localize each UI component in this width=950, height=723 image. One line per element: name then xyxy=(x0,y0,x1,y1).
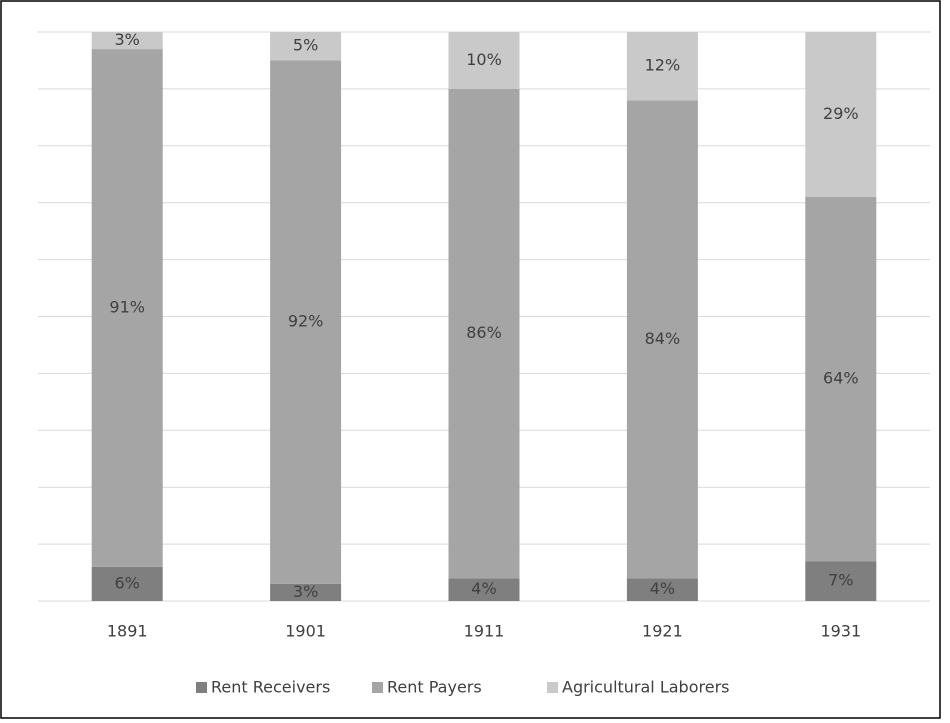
legend-swatch xyxy=(196,682,207,693)
bar-segment xyxy=(626,578,698,601)
data-label: 86% xyxy=(466,323,502,342)
bar-segment xyxy=(626,100,698,579)
data-label: 92% xyxy=(288,312,324,331)
data-label: 3% xyxy=(115,30,140,49)
bar-segment xyxy=(270,583,342,601)
data-label: 3% xyxy=(293,582,318,601)
bar-segment xyxy=(805,561,877,601)
bar-segment xyxy=(448,578,520,601)
data-label: 7% xyxy=(828,571,853,590)
x-tick-label: 1931 xyxy=(820,622,861,641)
data-label: 5% xyxy=(293,36,318,55)
data-label: 6% xyxy=(115,573,140,592)
data-label: 4% xyxy=(471,579,496,598)
bar-segment xyxy=(91,32,163,50)
bar-segment xyxy=(448,88,520,579)
legend-label: Rent Payers xyxy=(387,678,482,697)
bar-segment xyxy=(805,197,877,562)
bar-segment xyxy=(91,49,163,567)
x-tick-label: 1891 xyxy=(107,622,148,641)
data-label: 84% xyxy=(645,329,681,348)
bar-segment xyxy=(805,32,877,198)
x-tick-label: 1921 xyxy=(642,622,683,641)
x-tick-label: 1911 xyxy=(464,622,505,641)
data-label: 12% xyxy=(645,56,681,75)
bar-segment xyxy=(91,566,163,601)
data-label: 10% xyxy=(466,50,502,69)
bar-segment xyxy=(270,60,342,584)
legend-swatch xyxy=(372,682,383,693)
bar-segment xyxy=(626,32,698,101)
bar-segment xyxy=(448,32,520,89)
legend-swatch xyxy=(547,682,558,693)
data-label: 91% xyxy=(109,297,145,316)
data-label: 4% xyxy=(650,579,675,598)
data-label: 64% xyxy=(823,369,859,388)
data-label: 29% xyxy=(823,104,859,123)
legend-label: Rent Receivers xyxy=(211,678,330,697)
legend-label: Agricultural Laborers xyxy=(562,678,729,697)
x-tick-label: 1901 xyxy=(285,622,326,641)
bar-segment xyxy=(270,32,342,61)
